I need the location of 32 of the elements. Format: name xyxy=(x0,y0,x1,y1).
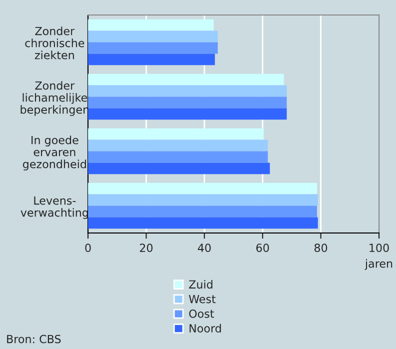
y-tick-label: Levens- verwachting xyxy=(20,196,88,219)
y-tick-label: Zonder chronische ziekten xyxy=(25,26,84,60)
y-tick-label: In goede ervaren gezondheid xyxy=(22,136,86,170)
bar xyxy=(88,85,287,97)
bar xyxy=(88,74,284,86)
bar xyxy=(88,206,318,218)
legend-label: West xyxy=(188,294,216,304)
bar xyxy=(88,30,218,42)
bar xyxy=(88,19,214,31)
bar xyxy=(88,108,287,120)
legend-label: Zuid xyxy=(189,280,212,289)
bar xyxy=(88,42,218,54)
bar xyxy=(88,54,215,66)
x-tick-label: 60 xyxy=(256,244,269,252)
x-tick-label: 80 xyxy=(314,244,328,252)
bar xyxy=(88,182,318,194)
x-tick-label: 40 xyxy=(198,244,211,252)
legend-label: Oost xyxy=(189,309,214,318)
x-tick-label: 0 xyxy=(85,244,91,252)
y-tick-label: Zonder lichamelijke beperkingen xyxy=(20,81,89,116)
bar xyxy=(88,217,318,229)
text: Bron: CBS xyxy=(7,334,61,344)
bar xyxy=(88,128,264,140)
bar xyxy=(88,162,270,174)
x-tick-label: 20 xyxy=(140,244,153,252)
x-tick-label: 100 xyxy=(370,244,389,252)
bar xyxy=(88,194,318,206)
bar xyxy=(88,140,268,152)
x-axis-title: jaren xyxy=(364,259,392,270)
bar xyxy=(88,151,268,163)
bar xyxy=(88,96,287,108)
legend-label: Noord xyxy=(190,324,221,333)
